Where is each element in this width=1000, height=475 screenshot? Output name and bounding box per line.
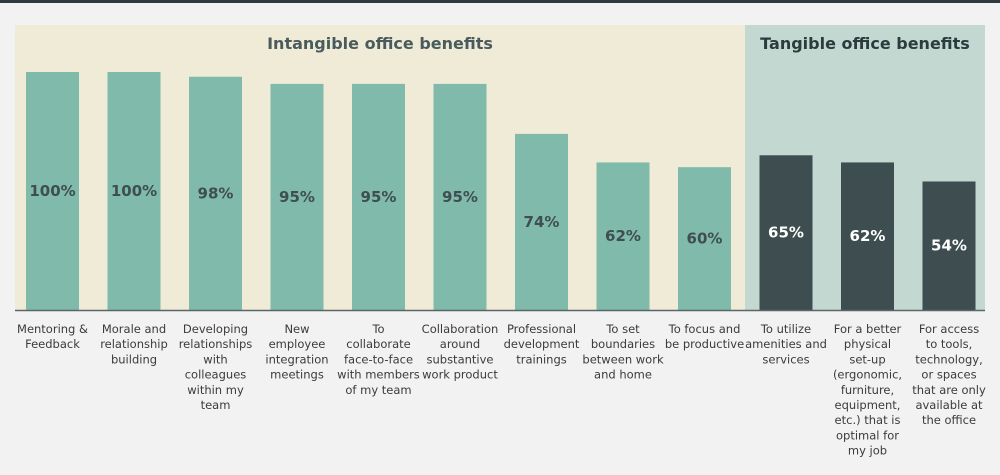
bar-value-label-8: 62%: [605, 227, 641, 245]
bar-8: [596, 162, 650, 310]
category-label-9: To focus and be productive: [665, 322, 744, 351]
bar-value-label-5: 95%: [361, 188, 397, 206]
bar-value-label-3: 98%: [198, 184, 234, 202]
category-label-12: For access to tools, technology, or spaces t…: [912, 322, 986, 427]
bar-value-label-10: 65%: [768, 224, 804, 242]
bar-value-label-6: 95%: [442, 188, 478, 206]
category-label-1: Mentoring & Feedback: [17, 322, 88, 351]
category-label-6: Collaboration around substantive work produ…: [422, 322, 499, 382]
category-label-10: To utilize amenities and services: [745, 322, 827, 366]
bar-7: [515, 133, 568, 310]
bar-value-label-11: 62%: [850, 227, 886, 245]
category-label-4: New employee integration meetings: [265, 322, 328, 382]
bar-10: [759, 155, 813, 310]
category-label-8: To set boundaries between work and home: [582, 322, 664, 382]
category-label-11: For a better physical set-up (ergonomic, fur…: [833, 322, 902, 458]
intangible-section-title: Intangible office benefits: [267, 34, 493, 53]
category-label-5: To collaborate face-to-face with members of …: [337, 322, 420, 397]
bar-2: [107, 72, 161, 310]
bar-5: [352, 83, 405, 311]
category-label-7: Professional development trainings: [504, 322, 580, 366]
bar-1: [26, 72, 79, 310]
bar-value-label-2: 100%: [111, 182, 157, 200]
bar-value-label-4: 95%: [279, 188, 315, 206]
category-label-3: Developing relationships with colleagues wit…: [179, 322, 253, 412]
bar-value-label-9: 60%: [687, 230, 723, 248]
category-label-2: Morale and relationship building: [100, 322, 168, 366]
bar-12: [922, 181, 976, 310]
bar-4: [270, 83, 324, 311]
tangible-section-title: Tangible office benefits: [760, 34, 970, 53]
bar-11: [841, 162, 894, 310]
bar-3: [189, 76, 242, 310]
bar-value-label-7: 74%: [524, 213, 560, 231]
top-rule: [0, 0, 1000, 3]
bar-6: [433, 83, 487, 311]
bar-value-label-1: 100%: [29, 182, 75, 200]
bar-9: [678, 167, 731, 310]
bar-value-label-12: 54%: [931, 237, 967, 255]
